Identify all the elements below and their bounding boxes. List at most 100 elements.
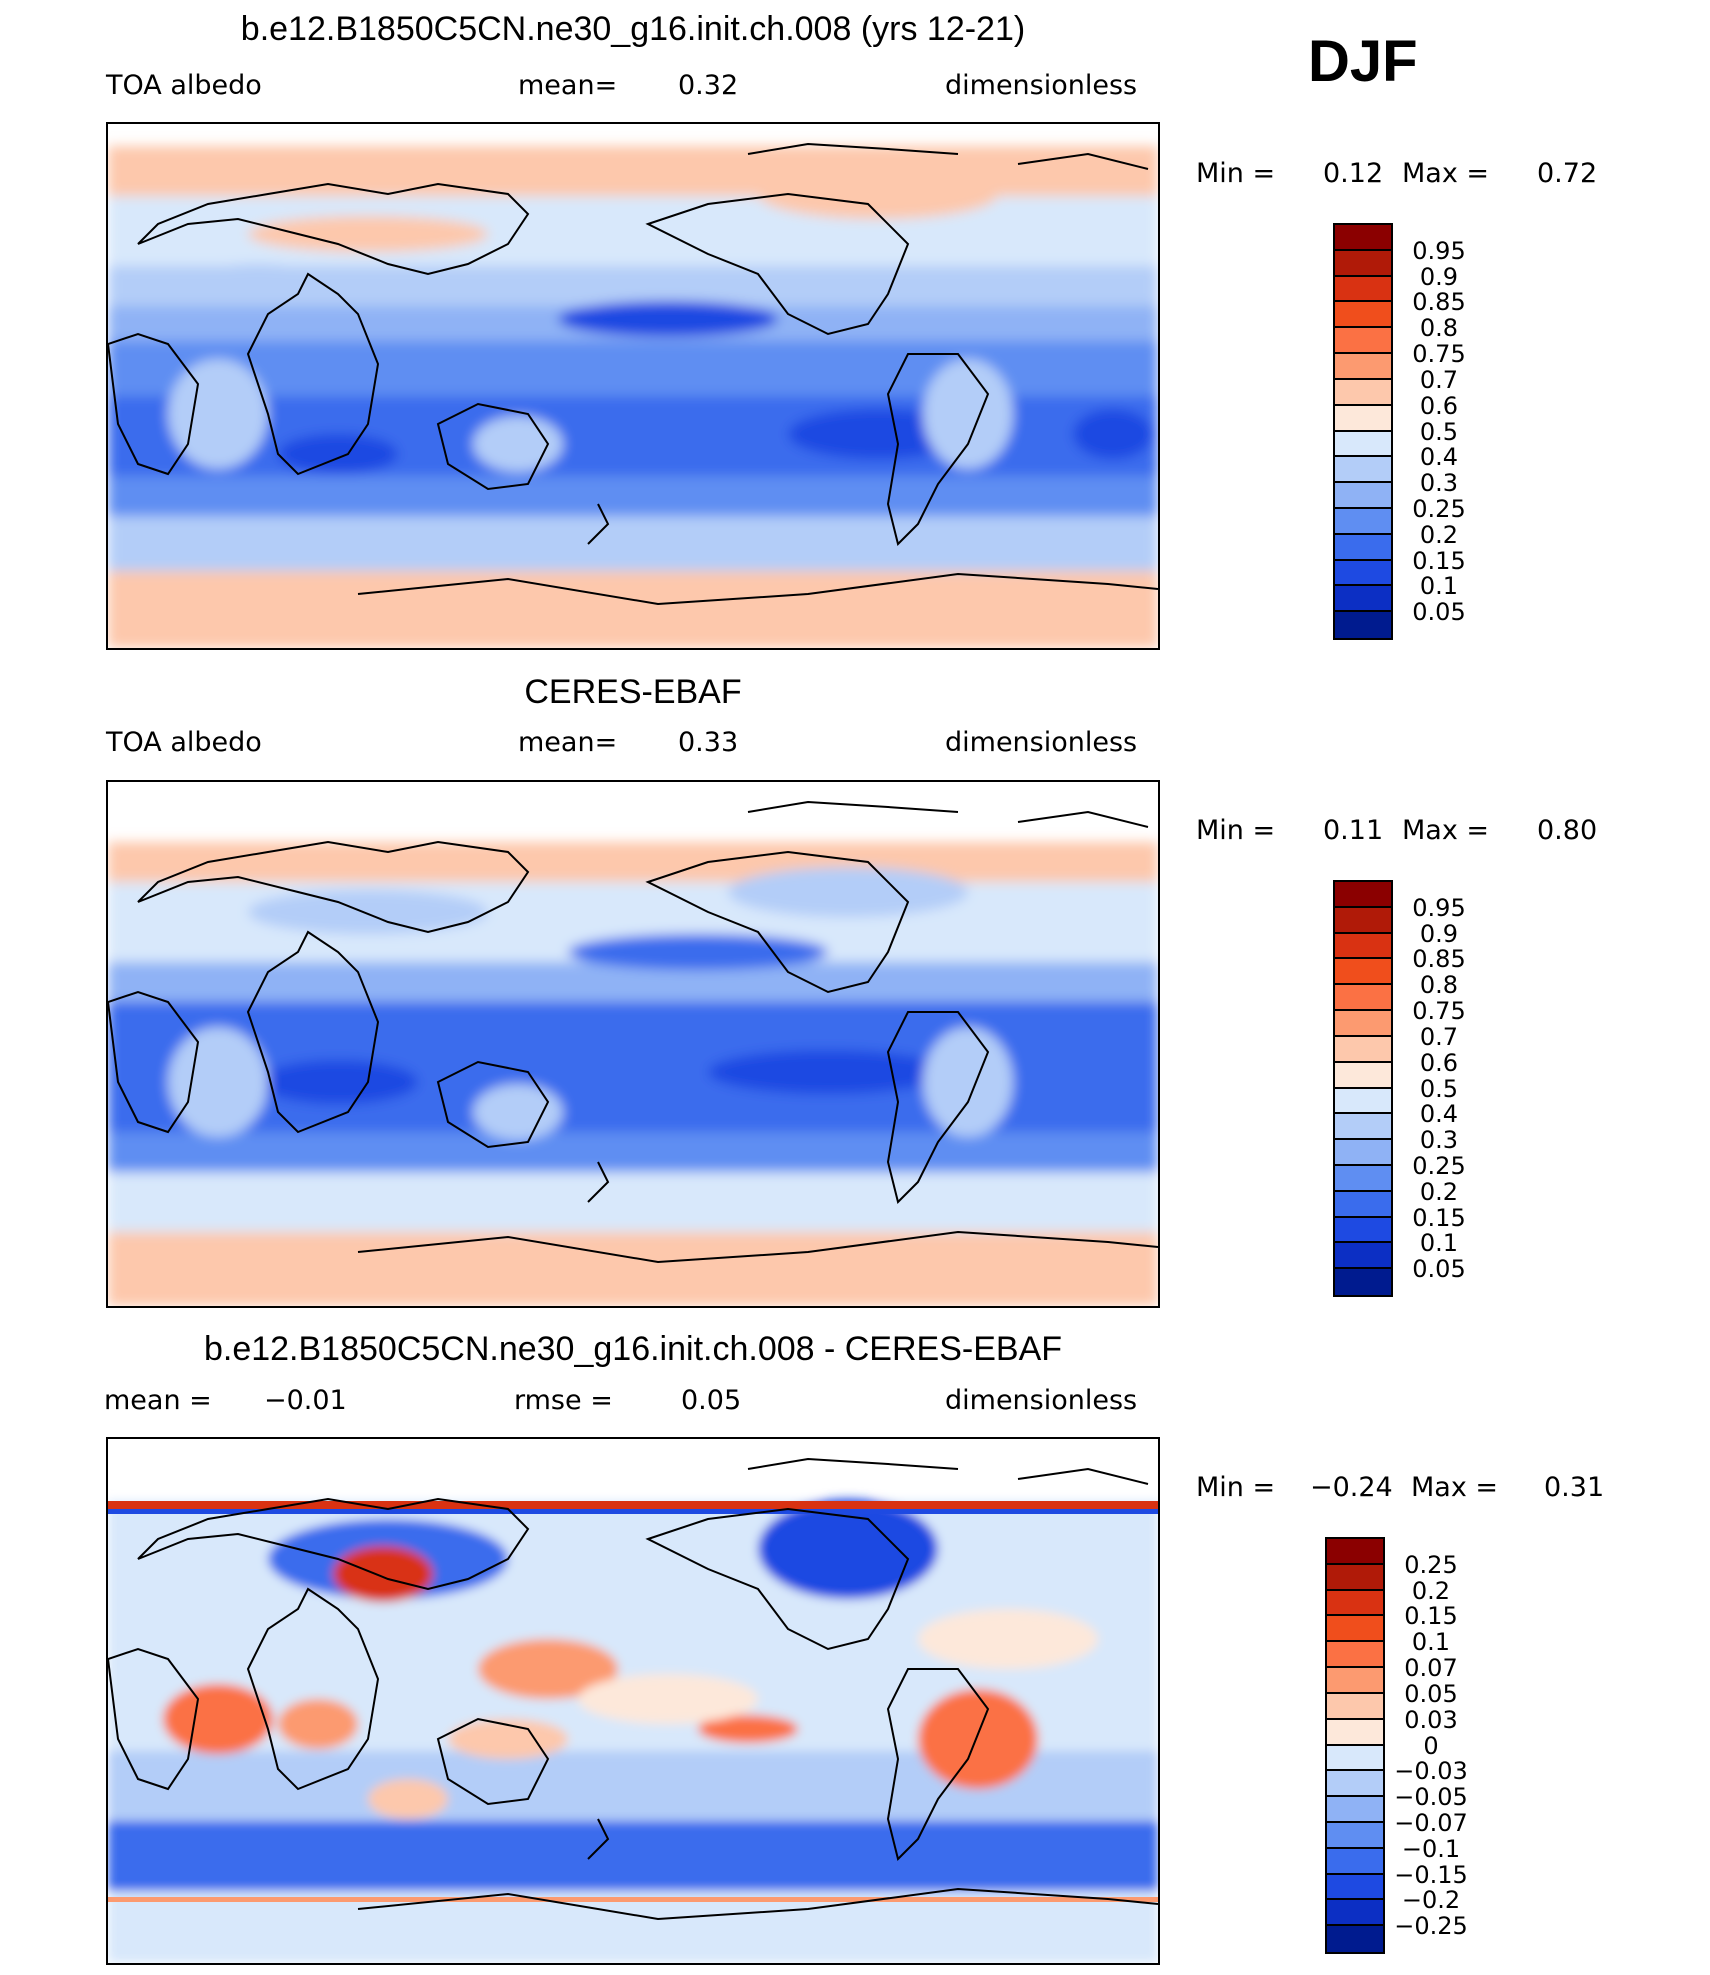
panel-1-min-label: Min = xyxy=(1196,158,1276,189)
colorbar-segment xyxy=(1335,431,1391,458)
colorbar-label: 0.3 xyxy=(1419,1126,1459,1155)
colorbar-segment xyxy=(1327,1745,1383,1772)
colorbar-label: 0.7 xyxy=(1419,1022,1459,1051)
colorbar-label: 0.3 xyxy=(1419,469,1459,498)
colorbar-label: −0.07 xyxy=(1394,1808,1468,1837)
colorbar-label: 0.2 xyxy=(1419,1177,1459,1206)
panel-3-mean-value: −0.01 xyxy=(264,1385,347,1416)
colorbar-segment xyxy=(1327,1900,1383,1927)
colorbar-segment xyxy=(1335,276,1391,303)
colorbar-label: 0.07 xyxy=(1404,1654,1458,1683)
panel-1-max-value: 0.72 xyxy=(1537,158,1598,189)
panel-3-max-label: Max = xyxy=(1411,1472,1499,1503)
colorbar-label: 0 xyxy=(1423,1731,1439,1760)
colorbar-segment xyxy=(1327,1848,1383,1875)
colorbar-segment xyxy=(1335,225,1391,251)
colorbar-segment xyxy=(1327,1719,1383,1746)
colorbar-segment xyxy=(1335,959,1391,986)
colorbar-label: 0.2 xyxy=(1411,1576,1451,1605)
panel-1-min-value: 0.12 xyxy=(1323,158,1384,189)
panel-2-mean-value: 0.33 xyxy=(678,727,739,758)
panel-2-units-label: dimensionless xyxy=(945,727,1138,758)
colorbar-label: −0.1 xyxy=(1401,1834,1461,1863)
panel-3-difference-map xyxy=(106,1437,1160,1965)
panel-3-rmse-label: rmse = xyxy=(514,1385,613,1416)
colorbar-label: 0.03 xyxy=(1404,1705,1458,1734)
colorbar-segment xyxy=(1335,586,1391,613)
colorbar-label: 0.8 xyxy=(1419,971,1459,1000)
colorbar-label: 0.15 xyxy=(1404,1602,1458,1631)
panel-1-model-albedo-map xyxy=(106,122,1160,650)
colorbar-segment xyxy=(1335,1011,1391,1037)
colorbar-segment xyxy=(1335,405,1391,432)
colorbar-label: 0.1 xyxy=(1419,572,1459,601)
colorbar-label: 0.15 xyxy=(1412,1203,1466,1232)
colorbar-label: 0.7 xyxy=(1419,365,1459,394)
colorbar-label: 0.5 xyxy=(1419,1074,1459,1103)
panel-2-max-value: 0.80 xyxy=(1537,815,1598,846)
colorbar-label: 0.8 xyxy=(1419,314,1459,343)
panel-2-colorbar xyxy=(1333,880,1393,1297)
colorbar-label: 0.95 xyxy=(1412,893,1466,922)
colorbar-label: 0.4 xyxy=(1419,1100,1459,1129)
colorbar-label: 0.6 xyxy=(1419,1048,1459,1077)
colorbar-segment xyxy=(1335,933,1391,960)
panel-1-mean-value: 0.32 xyxy=(678,70,739,101)
panel-3-min-label: Min = xyxy=(1196,1472,1276,1503)
panel-1-max-label: Max = xyxy=(1402,158,1490,189)
colorbar-segment xyxy=(1335,985,1391,1012)
colorbar-label: 0.25 xyxy=(1412,494,1466,523)
colorbar-segment xyxy=(1327,1616,1383,1643)
colorbar-segment xyxy=(1335,1114,1391,1141)
colorbar-segment xyxy=(1335,328,1391,355)
colorbar-label: 0.9 xyxy=(1419,262,1459,291)
colorbar-label: 0.05 xyxy=(1404,1679,1458,1708)
colorbar-label: 0.2 xyxy=(1419,520,1459,549)
colorbar-label: 0.95 xyxy=(1412,236,1466,265)
colorbar-segment xyxy=(1327,1874,1383,1901)
panel-3-rmse-value: 0.05 xyxy=(681,1385,742,1416)
panel-1-colorbar xyxy=(1333,223,1393,640)
panel-2-title: CERES-EBAF xyxy=(524,673,742,711)
colorbar-label: −0.03 xyxy=(1394,1757,1468,1786)
panel-2-max-label: Max = xyxy=(1402,815,1490,846)
colorbar-label: 0.6 xyxy=(1419,391,1459,420)
panel-2-min-label: Min = xyxy=(1196,815,1276,846)
colorbar-segment xyxy=(1335,1217,1391,1244)
colorbar-segment xyxy=(1335,1165,1391,1192)
colorbar-segment xyxy=(1335,457,1391,484)
panel-3-mean-label: mean = xyxy=(104,1385,212,1416)
colorbar-label: 0.9 xyxy=(1419,919,1459,948)
colorbar-label: −0.25 xyxy=(1394,1912,1468,1941)
colorbar-segment xyxy=(1327,1642,1383,1669)
panel-2-variable-label: TOA albedo xyxy=(106,727,262,758)
colorbar-segment xyxy=(1335,508,1391,535)
colorbar-segment xyxy=(1327,1590,1383,1617)
colorbar-label: 0.05 xyxy=(1412,598,1466,627)
colorbar-label: −0.2 xyxy=(1401,1886,1461,1915)
colorbar-segment xyxy=(1335,302,1391,329)
colorbar-label: 0.1 xyxy=(1419,1229,1459,1258)
colorbar-segment xyxy=(1335,1088,1391,1115)
panel-3-title: b.e12.B1850C5CN.ne30_g16.init.ch.008 - C… xyxy=(203,1330,1063,1368)
colorbar-segment xyxy=(1335,483,1391,509)
colorbar-segment xyxy=(1335,1140,1391,1166)
colorbar-label: 0.15 xyxy=(1412,546,1466,575)
colorbar-segment xyxy=(1335,1243,1391,1270)
colorbar-segment xyxy=(1327,1668,1383,1694)
colorbar-label: 0.1 xyxy=(1411,1628,1451,1657)
colorbar-segment xyxy=(1335,534,1391,561)
colorbar-label: 0.25 xyxy=(1412,1151,1466,1180)
colorbar-label: 0.75 xyxy=(1412,340,1466,369)
colorbar-segment xyxy=(1327,1797,1383,1823)
colorbar-segment xyxy=(1335,1062,1391,1089)
panel-3-colorbar xyxy=(1325,1537,1385,1954)
colorbar-label: 0.4 xyxy=(1419,443,1459,472)
colorbar-segment xyxy=(1335,907,1391,934)
panel-3-min-value: −0.24 xyxy=(1310,1472,1393,1503)
panel-1-mean-label: mean= xyxy=(518,70,618,101)
colorbar-label: −0.15 xyxy=(1394,1860,1468,1889)
colorbar-segment xyxy=(1335,560,1391,587)
colorbar-segment xyxy=(1335,379,1391,406)
colorbar-segment xyxy=(1327,1564,1383,1591)
